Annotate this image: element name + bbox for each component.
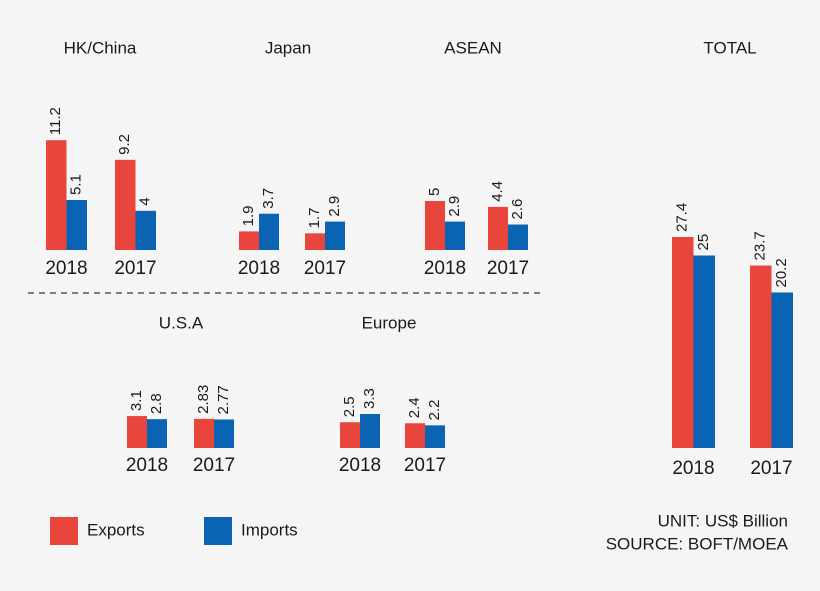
value-label: 2.9: [326, 196, 343, 217]
bar: [425, 201, 445, 250]
x-tick-label: 2018: [424, 258, 466, 279]
value-label: 5: [426, 188, 443, 196]
panel-title: ASEAN: [444, 38, 502, 57]
x-tick-label: 2018: [339, 455, 381, 476]
value-label: 9.2: [116, 134, 133, 155]
bar: [147, 419, 167, 448]
legend-swatch: [204, 517, 232, 545]
value-label: 2.8: [148, 393, 165, 414]
bar: [239, 231, 259, 250]
bar: [325, 221, 345, 250]
value-label: 2.5: [341, 396, 358, 417]
value-label: 2.9: [446, 196, 463, 217]
value-label: 2.6: [509, 199, 526, 220]
bar: [445, 221, 465, 250]
value-label: 2.2: [426, 399, 443, 420]
x-tick-label: 2017: [404, 455, 446, 476]
value-label: 27.4: [674, 203, 691, 232]
panel-title: HK/China: [64, 38, 137, 57]
x-tick-label: 2017: [193, 455, 235, 476]
x-tick-label: 2017: [304, 258, 346, 279]
x-tick-label: 2018: [238, 258, 280, 279]
bar: [305, 233, 325, 250]
x-tick-label: 2017: [487, 258, 529, 279]
bar: [750, 265, 772, 448]
bar: [135, 210, 156, 250]
bar: [259, 213, 279, 250]
bar: [360, 414, 380, 448]
bar: [66, 200, 87, 250]
bar: [508, 224, 528, 250]
bar: [672, 237, 694, 448]
bar: [46, 140, 67, 250]
bar: [214, 419, 234, 448]
legend-swatch: [50, 517, 78, 545]
panel-title: Europe: [362, 313, 417, 332]
value-label: 23.7: [752, 231, 769, 260]
panel-title: TOTAL: [703, 38, 756, 57]
value-label: 4: [137, 197, 154, 205]
value-label: 4.4: [489, 181, 506, 202]
value-label: 25: [695, 234, 712, 251]
bar: [693, 255, 715, 448]
value-label: 1.7: [306, 207, 323, 228]
value-label: 2.77: [215, 385, 232, 414]
panel-title: U.S.A: [159, 313, 204, 332]
bar: [488, 206, 508, 250]
value-label: 1.9: [240, 206, 257, 227]
value-label: 2.83: [195, 385, 212, 414]
source-note: SOURCE: BOFT/MOEA: [606, 534, 789, 553]
legend-label: Imports: [241, 520, 298, 539]
x-tick-label: 2018: [126, 455, 168, 476]
x-tick-label: 2018: [45, 258, 87, 279]
bar: [425, 425, 445, 448]
value-label: 3.1: [128, 390, 145, 411]
x-tick-label: 2018: [672, 458, 714, 479]
value-label: 3.3: [361, 388, 378, 409]
value-label: 3.7: [260, 188, 277, 209]
value-label: 2.4: [406, 397, 423, 418]
unit-note: UNIT: US$ Billion: [658, 511, 788, 530]
value-label: 20.2: [773, 258, 790, 287]
panel-title: Japan: [265, 38, 311, 57]
value-label: 5.1: [68, 174, 85, 195]
bar: [115, 159, 136, 250]
x-tick-label: 2017: [114, 258, 156, 279]
bar: [405, 423, 425, 448]
legend-label: Exports: [87, 520, 145, 539]
value-label: 11.2: [47, 107, 64, 135]
bar: [127, 416, 147, 448]
x-tick-label: 2017: [750, 458, 792, 479]
bar: [340, 422, 360, 448]
bar: [771, 292, 793, 448]
bar: [194, 418, 214, 448]
